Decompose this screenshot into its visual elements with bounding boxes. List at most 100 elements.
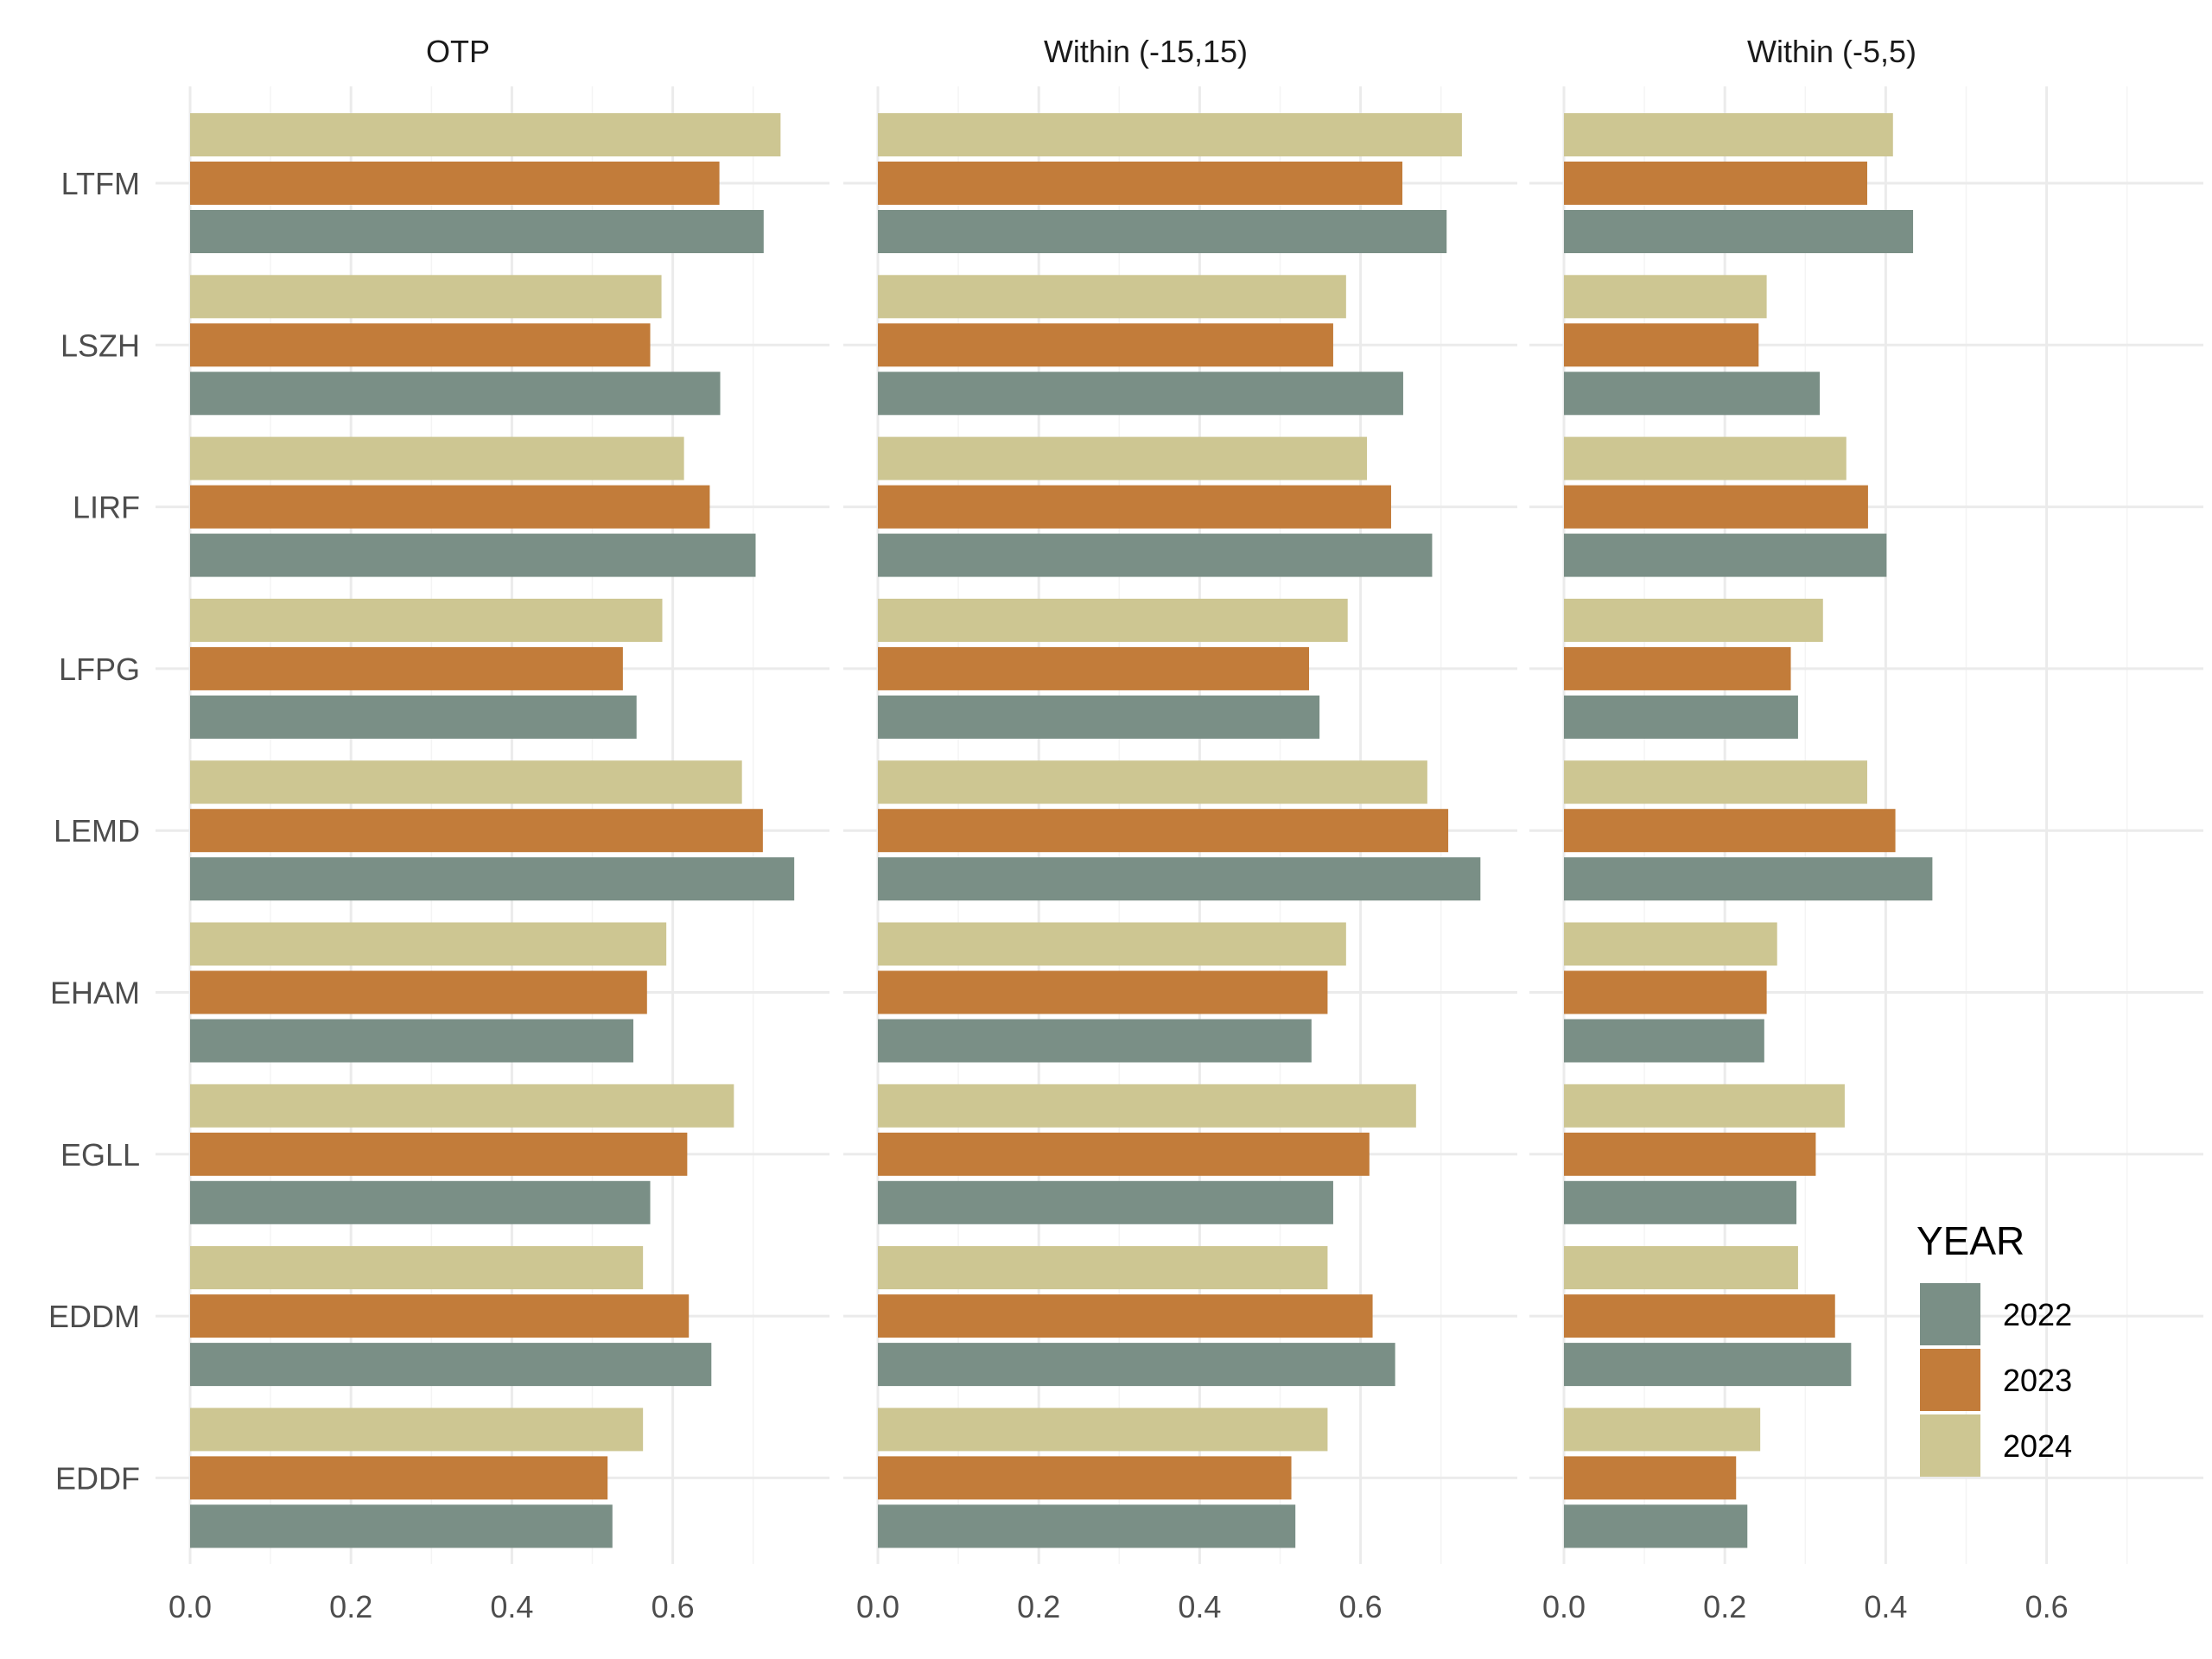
bar-within-15-15-eham-2024 xyxy=(878,922,1346,966)
bar-within-15-15-eddf-2022 xyxy=(878,1504,1296,1548)
y-axis: LTFM LSZH LIRF LFPG LEMD EHAM EGLL EDDM EDDF xyxy=(48,166,140,1496)
x-tick-label: 0.4 xyxy=(490,1589,533,1624)
bar-otp-lirf-2024 xyxy=(190,436,684,480)
bar-otp-egll-2024 xyxy=(190,1084,734,1128)
bar-within-15-15-lemd-2022 xyxy=(878,857,1481,901)
x-tick-label: 0.2 xyxy=(329,1589,372,1624)
bar-within-15-15-lfpg-2024 xyxy=(878,598,1348,642)
bar-otp-lemd-2022 xyxy=(190,857,795,901)
bar-within-15-15-lszh-2022 xyxy=(878,372,1403,416)
bar-otp-eddf-2024 xyxy=(190,1408,644,1452)
x-tick-label: 0.2 xyxy=(1703,1589,1746,1624)
chart-panels: OTP 0.0 0.2 0.4 0.6 Within (-15,15) 0.0 0.2 0.4 0… xyxy=(156,34,2203,1624)
bar-within-15-15-egll-2024 xyxy=(878,1084,1416,1128)
legend-swatch xyxy=(1920,1349,1980,1411)
x-tick-label: 0.6 xyxy=(652,1589,695,1624)
bar-within-15-15-lfpg-2022 xyxy=(878,695,1320,739)
bar-within-15-15-ltfm-2023 xyxy=(878,162,1403,205)
legend-label: 2023 xyxy=(2003,1363,2072,1398)
legend-swatch xyxy=(1920,1414,1980,1477)
bar-within-5-5-egll-2023 xyxy=(1564,1132,1816,1176)
panel-otp: OTP 0.0 0.2 0.4 0.6 xyxy=(156,34,830,1624)
bar-otp-eham-2023 xyxy=(190,970,647,1014)
x-tick-label: 0.6 xyxy=(1339,1589,1382,1624)
legend-item-2022: 2022 xyxy=(1920,1283,2072,1345)
bar-within-15-15-lemd-2023 xyxy=(878,809,1449,853)
x-tick-label: 0.0 xyxy=(856,1589,899,1624)
bar-within-5-5-lfpg-2023 xyxy=(1564,646,1791,690)
bar-otp-eddm-2022 xyxy=(190,1343,712,1387)
bar-otp-ltfm-2024 xyxy=(190,113,781,156)
x-tick-label: 0.2 xyxy=(1017,1589,1060,1624)
legend-title: YEAR xyxy=(1916,1218,2024,1263)
bar-within-15-15-lirf-2024 xyxy=(878,436,1368,480)
bar-within-5-5-eddm-2022 xyxy=(1564,1343,1852,1387)
bar-within-15-15-eddf-2024 xyxy=(878,1408,1328,1452)
bar-within-5-5-eddm-2023 xyxy=(1564,1294,1835,1338)
bar-within-5-5-lemd-2024 xyxy=(1564,760,1867,804)
bar-within-5-5-ltfm-2023 xyxy=(1564,162,1867,205)
bar-within-15-15-eddm-2023 xyxy=(878,1294,1373,1338)
y-tick-label-lszh: LSZH xyxy=(60,327,140,363)
bar-within-5-5-eddf-2024 xyxy=(1564,1408,1761,1452)
y-tick-label-ltfm: LTFM xyxy=(61,166,140,201)
bar-otp-egll-2023 xyxy=(190,1132,688,1176)
legend-item-2023: 2023 xyxy=(1920,1349,2072,1411)
bar-otp-ltfm-2023 xyxy=(190,162,720,205)
y-tick-label-lirf: LIRF xyxy=(73,490,140,525)
y-tick-label-lfpg: LFPG xyxy=(59,652,140,687)
bar-within-5-5-lszh-2024 xyxy=(1564,275,1767,319)
bar-within-15-15-lemd-2024 xyxy=(878,760,1427,804)
bar-otp-lirf-2022 xyxy=(190,533,756,577)
bar-within-5-5-lfpg-2024 xyxy=(1564,598,1823,642)
bar-within-5-5-egll-2022 xyxy=(1564,1180,1797,1224)
bar-within-5-5-eham-2022 xyxy=(1564,1019,1764,1063)
bar-otp-lirf-2023 xyxy=(190,485,710,529)
bar-within-5-5-eddf-2023 xyxy=(1564,1456,1737,1500)
bar-within-5-5-eham-2023 xyxy=(1564,970,1767,1014)
bar-within-15-15-lszh-2023 xyxy=(878,323,1333,367)
bar-otp-lemd-2023 xyxy=(190,809,763,853)
bar-within-5-5-lirf-2022 xyxy=(1564,533,1887,577)
bar-otp-eham-2022 xyxy=(190,1019,633,1063)
y-tick-label-egll: EGLL xyxy=(60,1137,140,1173)
bar-otp-lszh-2023 xyxy=(190,323,651,367)
bar-within-15-15-lirf-2023 xyxy=(878,485,1391,529)
bar-within-15-15-eddm-2024 xyxy=(878,1246,1328,1290)
bar-within-5-5-lszh-2022 xyxy=(1564,372,1821,416)
panel-within-5-5: Within (-5,5) 0.0 0.2 0.4 0.6 xyxy=(1529,34,2203,1624)
bar-within-5-5-lfpg-2022 xyxy=(1564,695,1798,739)
bar-otp-lszh-2024 xyxy=(190,275,662,319)
legend-label: 2022 xyxy=(2003,1297,2072,1332)
bar-within-15-15-eddf-2023 xyxy=(878,1456,1292,1500)
bar-otp-eddm-2024 xyxy=(190,1246,644,1290)
bar-within-15-15-lirf-2022 xyxy=(878,533,1433,577)
bar-within-15-15-ltfm-2024 xyxy=(878,113,1462,156)
bar-otp-lfpg-2024 xyxy=(190,598,663,642)
facet-title: OTP xyxy=(426,34,490,69)
bar-otp-lszh-2022 xyxy=(190,372,721,416)
x-tick-label: 0.4 xyxy=(1864,1589,1907,1624)
legend-swatch xyxy=(1920,1283,1980,1345)
x-tick-label: 0.4 xyxy=(1178,1589,1221,1624)
facet-title: Within (-15,15) xyxy=(1044,34,1248,69)
bar-otp-lemd-2024 xyxy=(190,760,742,804)
bar-within-5-5-lemd-2023 xyxy=(1564,809,1896,853)
legend: YEAR 2022 2023 2024 xyxy=(1916,1218,2072,1477)
bar-within-5-5-lirf-2023 xyxy=(1564,485,1868,529)
legend-item-2024: 2024 xyxy=(1920,1414,2072,1477)
y-tick-label-eham: EHAM xyxy=(50,976,140,1011)
x-tick-label: 0.6 xyxy=(2025,1589,2069,1624)
bar-within-15-15-lfpg-2023 xyxy=(878,646,1310,690)
bar-within-5-5-eddf-2022 xyxy=(1564,1504,1748,1548)
bar-within-15-15-egll-2022 xyxy=(878,1180,1333,1224)
bar-within-5-5-lemd-2022 xyxy=(1564,857,1933,901)
facet-title: Within (-5,5) xyxy=(1747,34,1916,69)
x-tick-label: 0.0 xyxy=(1542,1589,1586,1624)
bar-within-15-15-ltfm-2022 xyxy=(878,210,1447,253)
bar-within-5-5-ltfm-2022 xyxy=(1564,210,1914,253)
bar-within-5-5-eddm-2024 xyxy=(1564,1246,1798,1290)
bar-otp-lfpg-2022 xyxy=(190,695,637,739)
bar-otp-eddf-2022 xyxy=(190,1504,613,1548)
panel-within-15-15: Within (-15,15) 0.0 0.2 0.4 0.6 xyxy=(843,34,1517,1624)
